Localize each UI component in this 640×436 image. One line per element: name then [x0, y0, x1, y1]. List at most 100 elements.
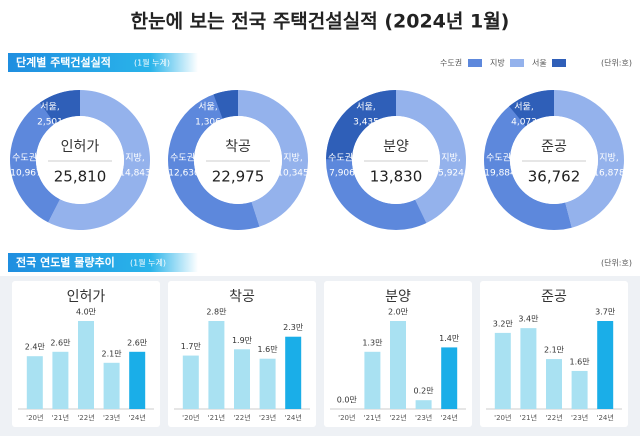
panel-title: 준공	[541, 289, 567, 305]
donut-center	[352, 116, 440, 204]
slice-label: 수도권,	[12, 152, 40, 164]
bar-value-label: 1.3만	[362, 338, 383, 347]
slice-label: 지방,	[599, 153, 618, 164]
donut-slice	[168, 90, 260, 230]
x-tick-label: '21년	[52, 413, 69, 422]
bar-value-label: 2.8만	[206, 308, 227, 317]
bar-value-label: 2.6만	[127, 338, 148, 347]
slice-value: 10,345	[277, 169, 309, 179]
slice-value: 1,306	[195, 118, 221, 128]
slice-label: 지방,	[283, 153, 302, 164]
slice-label: 수도권,	[486, 152, 514, 164]
donut-title: 인허가	[61, 139, 100, 155]
legend-label: 지방	[490, 58, 505, 68]
section-note: (1월 누계)	[134, 58, 170, 68]
slice-label: 서울,	[356, 102, 375, 113]
bar	[103, 362, 120, 409]
x-tick-label: '23년	[103, 413, 120, 422]
bar	[520, 328, 537, 409]
section-title: 전국 연도별 물량추이	[16, 255, 115, 269]
bar-value-label: 2.1만	[102, 349, 123, 358]
donut-slice	[238, 90, 309, 227]
bar-value-label: 1.6만	[258, 345, 279, 354]
slice-label: 지방,	[441, 153, 460, 164]
unit-note: (단위:호)	[601, 258, 632, 268]
bar	[78, 321, 94, 409]
x-tick-label: '20년	[338, 413, 355, 422]
legend-swatch	[468, 59, 482, 67]
x-tick-label: '24년	[597, 413, 614, 422]
donut-slice	[48, 90, 151, 230]
bar	[26, 356, 43, 409]
x-tick-label: '22년	[389, 413, 406, 422]
donut-total: 25,810	[54, 168, 107, 186]
section-ribbon	[8, 253, 198, 272]
x-tick-label: '24년	[285, 413, 302, 422]
legend-swatch	[510, 59, 524, 67]
bar	[571, 370, 588, 409]
slice-value: 19,884	[484, 169, 516, 179]
bar-value-label: 3.2만	[493, 319, 514, 328]
donut-slice	[39, 90, 80, 124]
bar-value-label: 1.6만	[570, 357, 591, 366]
x-tick-label: '23년	[259, 413, 276, 422]
slice-value: 4,073	[511, 118, 537, 128]
legend-label: 수도권	[440, 58, 462, 68]
donut-slice	[554, 90, 624, 228]
x-tick-label: '21년	[520, 413, 537, 422]
bar	[182, 355, 199, 409]
bar	[208, 321, 225, 409]
section-note: (1월 누계)	[130, 258, 166, 268]
slice-value: 2,501	[37, 118, 63, 128]
slice-value: 12,630	[168, 169, 200, 179]
slice-label: 서울,	[514, 102, 533, 113]
panel	[480, 281, 628, 427]
bar	[494, 332, 511, 409]
slice-label: 서울,	[40, 102, 59, 113]
section-ribbon	[8, 53, 198, 72]
x-tick-label: '22년	[545, 413, 562, 422]
slice-label: 서울,	[198, 102, 217, 113]
slice-value: 7,906	[329, 169, 355, 179]
bar-value-label: 1.4만	[439, 334, 460, 343]
x-tick-label: '22년	[233, 413, 250, 422]
slice-label: 수도권,	[328, 152, 356, 164]
donut-slice	[484, 90, 572, 230]
x-tick-label: '20년	[494, 413, 511, 422]
page-title: 한눈에 보는 전국 주택건설실적 (2024년 1월)	[131, 11, 510, 33]
section-title: 단계별 주택건설실적	[16, 55, 111, 69]
bar-value-label: 0.2만	[414, 387, 435, 396]
legend-label: 서울	[532, 59, 547, 68]
bar-value-label: 3.4만	[518, 315, 539, 324]
donut-slice	[509, 90, 554, 127]
x-tick-label: '24년	[129, 413, 146, 422]
bar	[259, 358, 276, 409]
panel-title: 착공	[229, 289, 255, 305]
x-tick-label: '24년	[441, 413, 458, 422]
bar	[597, 321, 614, 409]
bar-value-label: 2.6만	[50, 338, 71, 347]
panel-title: 인허가	[67, 289, 106, 305]
donut-slice	[396, 90, 466, 224]
slice-value: 10,967	[10, 169, 42, 179]
unit-note: (단위:호)	[601, 58, 632, 68]
bar-value-label: 2.1만	[544, 346, 565, 355]
x-tick-label: '21년	[364, 413, 381, 422]
bar	[364, 351, 381, 409]
bar-value-label: 1.9만	[232, 336, 253, 345]
bar-value-label: 4.0만	[76, 308, 97, 317]
slice-value: 14,843	[119, 169, 151, 179]
donut-center	[36, 116, 124, 204]
donut-total: 36,762	[528, 168, 581, 186]
slice-value: 5,924	[438, 169, 464, 179]
slice-label: 수도권,	[170, 152, 198, 164]
donut-slice	[213, 90, 238, 119]
bar-value-label: 0.0만	[337, 396, 358, 405]
panel-title: 분양	[385, 289, 411, 305]
bar-value-label: 1.7만	[181, 342, 202, 351]
donut-center	[510, 116, 598, 204]
donut-center	[194, 116, 282, 204]
slice-value: 3,435	[353, 118, 379, 128]
